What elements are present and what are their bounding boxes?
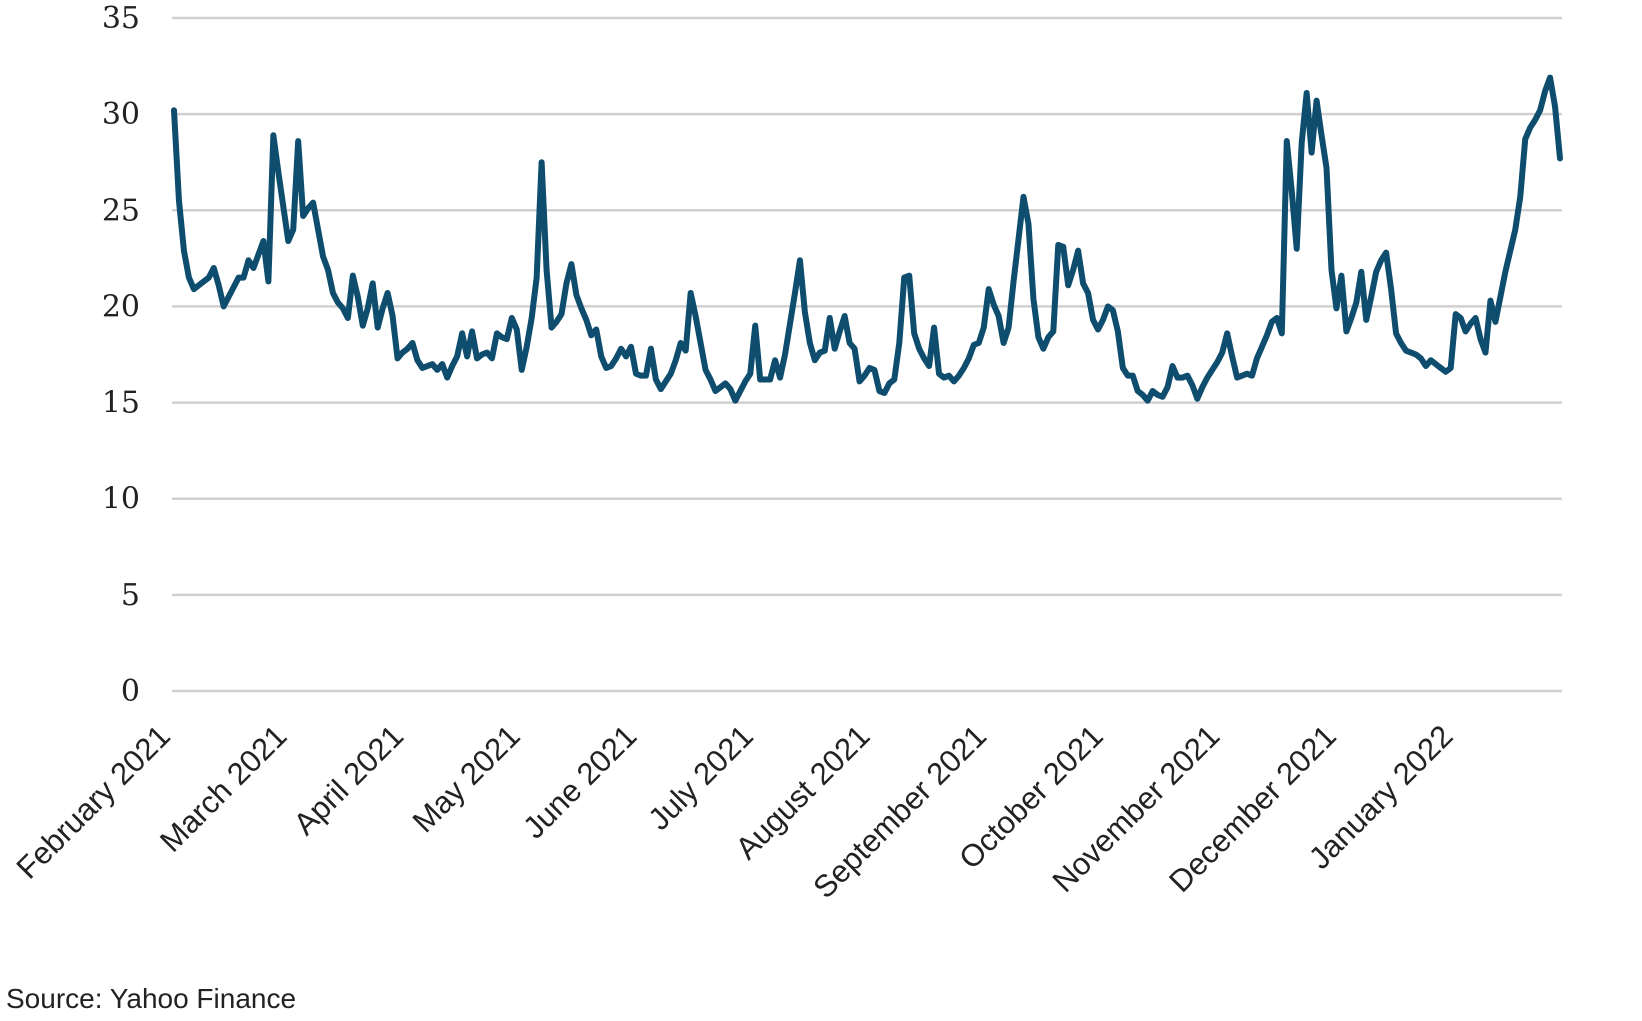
series-line [171, 74, 1563, 404]
y-tick-label: 25 [102, 193, 140, 228]
x-tick-label: May 2021 [406, 718, 527, 839]
y-tick-label: 5 [121, 578, 140, 613]
y-tick-label: 0 [121, 674, 140, 709]
series-line-group [171, 74, 1563, 404]
y-axis-tick-labels: 0 5 10 15 20 25 30 35 [102, 1, 140, 709]
y-tick-label: 10 [102, 482, 140, 517]
y-tick-label: 35 [102, 1, 140, 36]
source-note: Source: Yahoo Finance [6, 983, 297, 1014]
y-tick-label: 20 [102, 289, 140, 324]
x-tick-label: June 2021 [516, 718, 643, 845]
y-tick-label: 15 [102, 386, 140, 421]
x-tick-label: April 2021 [287, 718, 410, 841]
x-tick-label: March 2021 [153, 718, 294, 859]
x-tick-label: July 2021 [641, 718, 760, 837]
x-tick-label: February 2021 [10, 718, 177, 885]
gridlines [172, 16, 1562, 693]
y-tick-label: 30 [102, 97, 140, 132]
